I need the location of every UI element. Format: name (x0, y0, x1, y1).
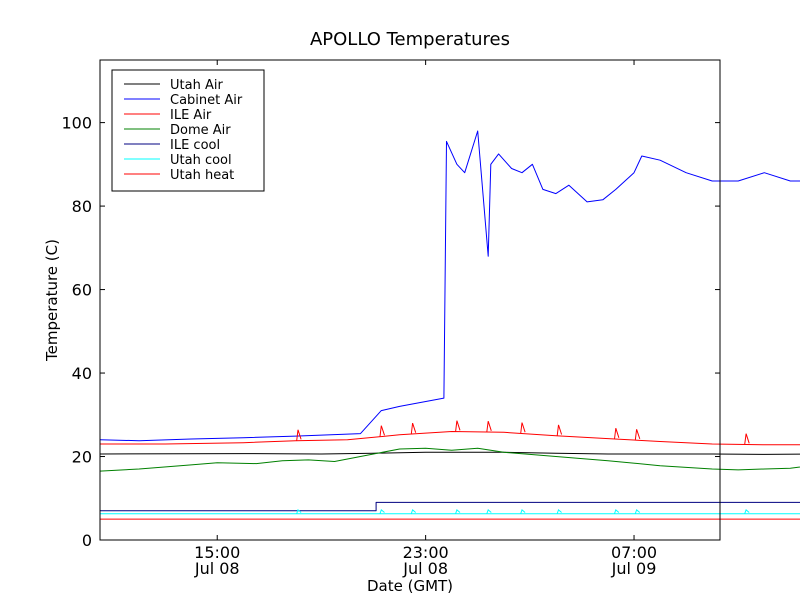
x-tick-label: Jul 09 (611, 559, 657, 578)
legend-label-utah-heat: Utah heat (170, 168, 234, 183)
series-line-cabinet-air (99, 130, 800, 442)
y-tick-label: 100 (61, 114, 92, 133)
x-tick-label: 15:00 (194, 543, 240, 562)
x-tick-label: 23:00 (403, 543, 449, 562)
y-tick-label: 40 (72, 364, 92, 383)
series-spike-ile-air (410, 422, 417, 435)
legend-label-ile-air: ILE Air (170, 108, 212, 123)
series-spike-ile-air (556, 424, 563, 436)
series-spike-utah-cool (520, 509, 526, 514)
series-spike-utah-cool (410, 509, 417, 514)
series-line-ile-cool (100, 501, 800, 512)
series-spike-utah-cool (296, 509, 302, 514)
series-spike-ile-air (744, 433, 750, 445)
legend-label-ile-cool: ILE cool (170, 138, 220, 153)
series-line-ile-air (100, 431, 800, 446)
series-spike-ile-air (379, 425, 385, 437)
legend-label-utah-cool: Utah cool (170, 153, 232, 168)
series-layer (99, 130, 800, 520)
series-spike-utah-cool (379, 509, 385, 514)
x-axis-label: Date (GMT) (367, 577, 453, 595)
x-tick-label: Jul 08 (402, 559, 448, 578)
y-tick-label: 80 (72, 197, 92, 216)
series-spike-ile-air (455, 420, 461, 432)
series-line-utah-air (99, 451, 800, 455)
legend-label-utah-air: Utah Air (170, 78, 223, 93)
y-axis-label: Temperature (C) (43, 239, 61, 362)
series-spike-ile-air (486, 421, 492, 433)
y-tick-label: 20 (72, 448, 92, 467)
series-line-dome-air (99, 447, 800, 472)
x-tick-label: 07:00 (611, 543, 657, 562)
plot-frame (99, 59, 721, 541)
legend-label-dome-air: Dome Air (170, 123, 231, 138)
series-spike-ile-air (614, 428, 620, 440)
series-spike-utah-cool (486, 509, 492, 514)
series-spike-ile-air (296, 429, 302, 441)
legend-box (111, 69, 265, 192)
series-spike-utah-cool (634, 509, 641, 514)
series-spike-utah-cool (556, 509, 562, 514)
series-spike-ile-air (520, 422, 526, 434)
chart-title: APOLLO Temperatures (310, 29, 510, 50)
series-spike-ile-air (634, 429, 641, 441)
legend-label-cabinet-air: Cabinet Air (170, 93, 243, 108)
y-tick-label: 0 (82, 531, 92, 550)
series-spike-utah-cool (455, 509, 461, 514)
y-tick-label: 60 (72, 281, 92, 300)
series-spike-utah-cool (614, 509, 620, 514)
x-tick-label: Jul 08 (194, 559, 240, 578)
series-spike-utah-cool (744, 509, 750, 514)
